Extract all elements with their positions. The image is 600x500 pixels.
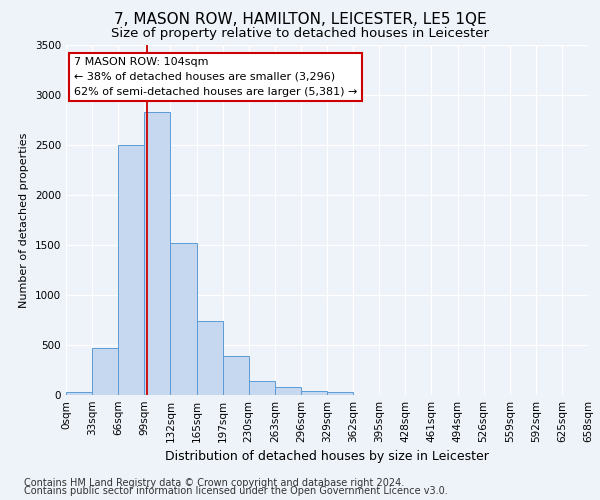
Text: Contains HM Land Registry data © Crown copyright and database right 2024.: Contains HM Land Registry data © Crown c… bbox=[24, 478, 404, 488]
X-axis label: Distribution of detached houses by size in Leicester: Distribution of detached houses by size … bbox=[165, 450, 489, 464]
Bar bbox=[66, 392, 92, 395]
Text: Size of property relative to detached houses in Leicester: Size of property relative to detached ho… bbox=[111, 28, 489, 40]
Bar bbox=[197, 321, 223, 395]
Bar bbox=[301, 390, 327, 395]
Bar bbox=[145, 112, 170, 395]
Bar bbox=[327, 392, 353, 395]
Bar bbox=[275, 387, 301, 395]
Bar bbox=[170, 243, 197, 395]
Bar bbox=[249, 380, 275, 395]
Text: 7 MASON ROW: 104sqm
← 38% of detached houses are smaller (3,296)
62% of semi-det: 7 MASON ROW: 104sqm ← 38% of detached ho… bbox=[74, 57, 357, 96]
Text: 7, MASON ROW, HAMILTON, LEICESTER, LE5 1QE: 7, MASON ROW, HAMILTON, LEICESTER, LE5 1… bbox=[113, 12, 487, 28]
Bar bbox=[223, 356, 249, 395]
Y-axis label: Number of detached properties: Number of detached properties bbox=[19, 132, 29, 308]
Text: Contains public sector information licensed under the Open Government Licence v3: Contains public sector information licen… bbox=[24, 486, 448, 496]
Bar bbox=[92, 348, 118, 395]
Bar bbox=[118, 145, 145, 395]
